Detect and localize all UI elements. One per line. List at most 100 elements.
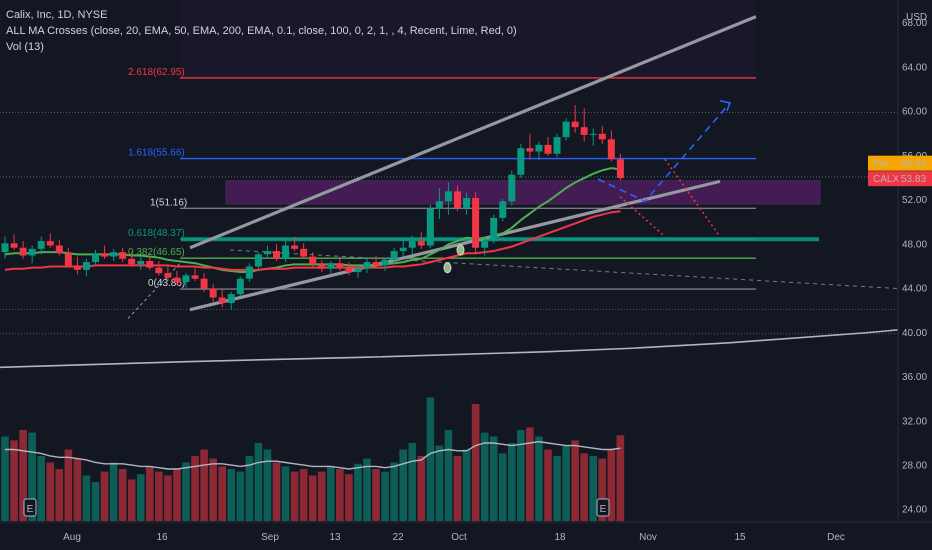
candle-body bbox=[544, 144, 552, 154]
volume-ma-line bbox=[5, 440, 621, 470]
fib-zone-top bbox=[180, 0, 756, 78]
candle-body bbox=[426, 209, 434, 246]
candle-body bbox=[526, 148, 534, 152]
candle-body bbox=[598, 133, 606, 140]
volume-bar bbox=[562, 445, 570, 521]
volume-bar bbox=[535, 436, 543, 521]
x-tick-label: 16 bbox=[156, 532, 168, 543]
cross-marker bbox=[443, 262, 452, 274]
y-tick-label: 32.00 bbox=[902, 416, 927, 427]
candle-body bbox=[336, 263, 344, 268]
fib-label: 1(51.16) bbox=[150, 197, 187, 208]
candle-body bbox=[327, 263, 335, 269]
volume-bar bbox=[327, 466, 335, 521]
candle-body bbox=[164, 273, 172, 278]
candle-body bbox=[128, 258, 136, 265]
volume-title[interactable]: Vol (13) bbox=[6, 41, 44, 53]
candle-body bbox=[137, 261, 145, 265]
candle-body bbox=[508, 174, 516, 202]
volume-bar bbox=[580, 453, 588, 521]
volume-bar bbox=[616, 435, 625, 521]
price-tag-value: 53.84 bbox=[901, 159, 926, 170]
volume-bar bbox=[408, 443, 417, 521]
candle-body bbox=[616, 159, 624, 179]
y-tick-label: 60.00 bbox=[902, 107, 927, 118]
dashed-guide bbox=[127, 262, 181, 319]
volume-bar bbox=[517, 430, 525, 521]
candle-body bbox=[110, 252, 118, 257]
y-tick-label: 28.00 bbox=[902, 460, 927, 471]
volume-bar bbox=[417, 456, 426, 521]
price-tag-name: Pre bbox=[873, 159, 889, 170]
volume-bar bbox=[553, 456, 561, 521]
candle-body bbox=[28, 248, 36, 256]
projection-arrowhead bbox=[719, 100, 732, 112]
volume-bar bbox=[245, 456, 254, 521]
candle-body bbox=[209, 288, 217, 298]
volume-bar bbox=[82, 475, 91, 521]
candle-body bbox=[227, 294, 235, 304]
y-tick-label: 44.00 bbox=[902, 284, 927, 295]
volume-bar bbox=[508, 443, 516, 521]
price-tag-name-bg bbox=[868, 171, 898, 187]
currency-label: USD bbox=[906, 12, 927, 23]
candle-body bbox=[499, 201, 507, 218]
volume-bar bbox=[109, 462, 118, 521]
volume-bar bbox=[281, 466, 290, 521]
volume-bar bbox=[299, 469, 308, 521]
x-tick-label: Sep bbox=[261, 532, 279, 543]
volume-bar bbox=[118, 469, 127, 521]
volume-bar bbox=[272, 462, 281, 521]
candle-body bbox=[245, 266, 253, 279]
channel-lower-line bbox=[189, 179, 721, 312]
candle-body bbox=[119, 252, 127, 259]
volume-bar bbox=[317, 471, 326, 521]
indicator-title[interactable]: ALL MA Crosses (close, 20, EMA, 50, EMA,… bbox=[6, 25, 517, 37]
red-projection-a bbox=[619, 196, 666, 238]
volume-bar bbox=[426, 397, 435, 521]
volume-bar bbox=[164, 475, 172, 521]
candle-body bbox=[200, 278, 208, 289]
candle-body bbox=[236, 278, 244, 295]
candle-body bbox=[1, 243, 9, 253]
price-tag-value-bg bbox=[898, 171, 932, 187]
fib-0618-zone bbox=[181, 237, 819, 242]
volume-bar bbox=[480, 432, 489, 521]
volume-bar bbox=[363, 458, 371, 521]
candle-body bbox=[490, 217, 498, 242]
volume-bar bbox=[155, 471, 163, 521]
volume-bar bbox=[489, 436, 498, 521]
x-tick-label: Oct bbox=[451, 532, 467, 543]
candle-body bbox=[82, 262, 90, 270]
volume-bar bbox=[526, 427, 534, 521]
candle-body bbox=[580, 127, 588, 135]
candle-body bbox=[291, 245, 299, 249]
volume-bar bbox=[73, 458, 82, 521]
volume-bar bbox=[399, 449, 407, 521]
price-axis-panel bbox=[898, 0, 932, 550]
price-tag-value-bg bbox=[898, 155, 932, 171]
candle-body bbox=[463, 197, 471, 208]
volume-bar bbox=[28, 432, 36, 521]
ema200-line bbox=[0, 326, 932, 369]
candle-body bbox=[173, 277, 181, 283]
volume-bar bbox=[544, 449, 552, 521]
candle-body bbox=[535, 144, 543, 152]
volume-bar bbox=[444, 430, 453, 521]
volume-bar bbox=[589, 456, 598, 521]
volume-bar bbox=[381, 471, 389, 521]
candle-body bbox=[46, 241, 54, 246]
volume-bar bbox=[46, 462, 55, 521]
candle-body bbox=[146, 261, 154, 268]
volume-bar bbox=[263, 449, 272, 521]
symbol-title[interactable]: Calix, Inc, 1D, NYSE bbox=[6, 9, 108, 21]
candle-body bbox=[263, 251, 271, 255]
x-tick-label: Dec bbox=[827, 532, 845, 543]
volume-bar bbox=[209, 458, 217, 521]
channel-upper-line bbox=[189, 15, 757, 250]
fib-label: 1.618(55.66) bbox=[128, 148, 185, 159]
candle-body bbox=[607, 139, 615, 160]
volume-bar bbox=[191, 456, 199, 521]
